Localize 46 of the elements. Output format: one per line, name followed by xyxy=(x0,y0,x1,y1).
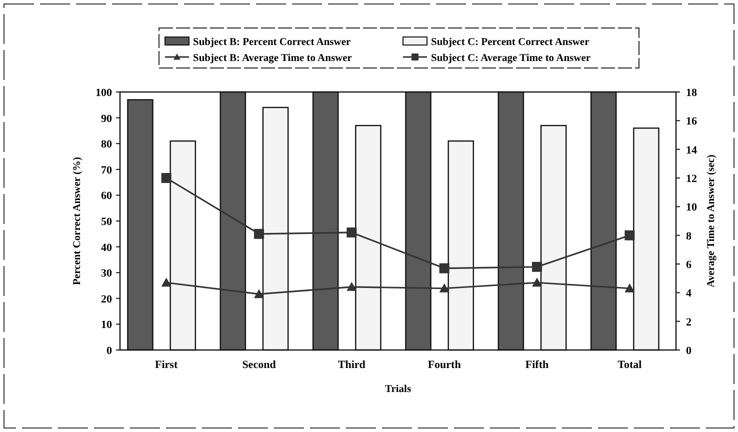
x-tick-label: Third xyxy=(338,359,366,371)
y2-tick-label: 18 xyxy=(686,87,698,99)
x-tick-label: Fifth xyxy=(525,359,549,371)
legend-label: Subject C: Average Time to Answer xyxy=(431,53,591,64)
point xyxy=(161,173,172,183)
point xyxy=(254,289,264,298)
point xyxy=(624,283,635,292)
y2-axis-title: Average Time to Answer (sec) xyxy=(706,154,717,288)
x-tick-label: Second xyxy=(242,359,276,371)
x-tick-label: Fourth xyxy=(428,359,461,371)
point xyxy=(532,278,542,287)
legend-label: Subject C: Percent Correct Answer xyxy=(431,37,590,48)
point xyxy=(624,230,635,240)
y-tick-label: 90 xyxy=(101,112,112,125)
point xyxy=(346,282,357,291)
y-tick-label: 70 xyxy=(101,164,112,176)
y2-tick-label: 4 xyxy=(686,288,692,300)
y2-tick-label: 8 xyxy=(686,230,692,242)
y-tick-label: 60 xyxy=(101,190,112,202)
y2-tick-label: 16 xyxy=(686,116,698,128)
point xyxy=(161,278,172,287)
y-tick-label: 0 xyxy=(106,345,112,357)
y2-tick-label: 2 xyxy=(686,316,692,328)
x-tick-label: First xyxy=(155,359,178,371)
y-tick-label: 30 xyxy=(101,268,112,280)
x-tick-label: Total xyxy=(618,359,642,371)
point xyxy=(439,283,450,292)
y2-tick-label: 0 xyxy=(686,345,692,357)
y2-tick-label: 10 xyxy=(686,202,698,214)
y-tick-label: 100 xyxy=(96,87,112,99)
y2-tick-label: 12 xyxy=(686,173,698,185)
point xyxy=(346,227,357,238)
y2-tick-label: 6 xyxy=(686,259,692,271)
y-tick-label: 40 xyxy=(101,242,112,254)
x-axis-title: Trials xyxy=(384,384,412,395)
y-tick-label: 50 xyxy=(101,216,112,228)
y-tick-label: 80 xyxy=(101,138,112,151)
point xyxy=(254,228,264,239)
legend-label: Subject B: Percent Correct Answer xyxy=(193,37,351,48)
point xyxy=(532,262,542,272)
y-axis-title: Percent Correct Answer (%) xyxy=(72,156,83,285)
y2-tick-label: 14 xyxy=(686,144,698,156)
legend-label: Subject B: Average Time to Answer xyxy=(193,53,352,64)
y-tick-label: 20 xyxy=(101,293,112,306)
point xyxy=(439,263,450,274)
y-tick-label: 10 xyxy=(101,319,112,332)
